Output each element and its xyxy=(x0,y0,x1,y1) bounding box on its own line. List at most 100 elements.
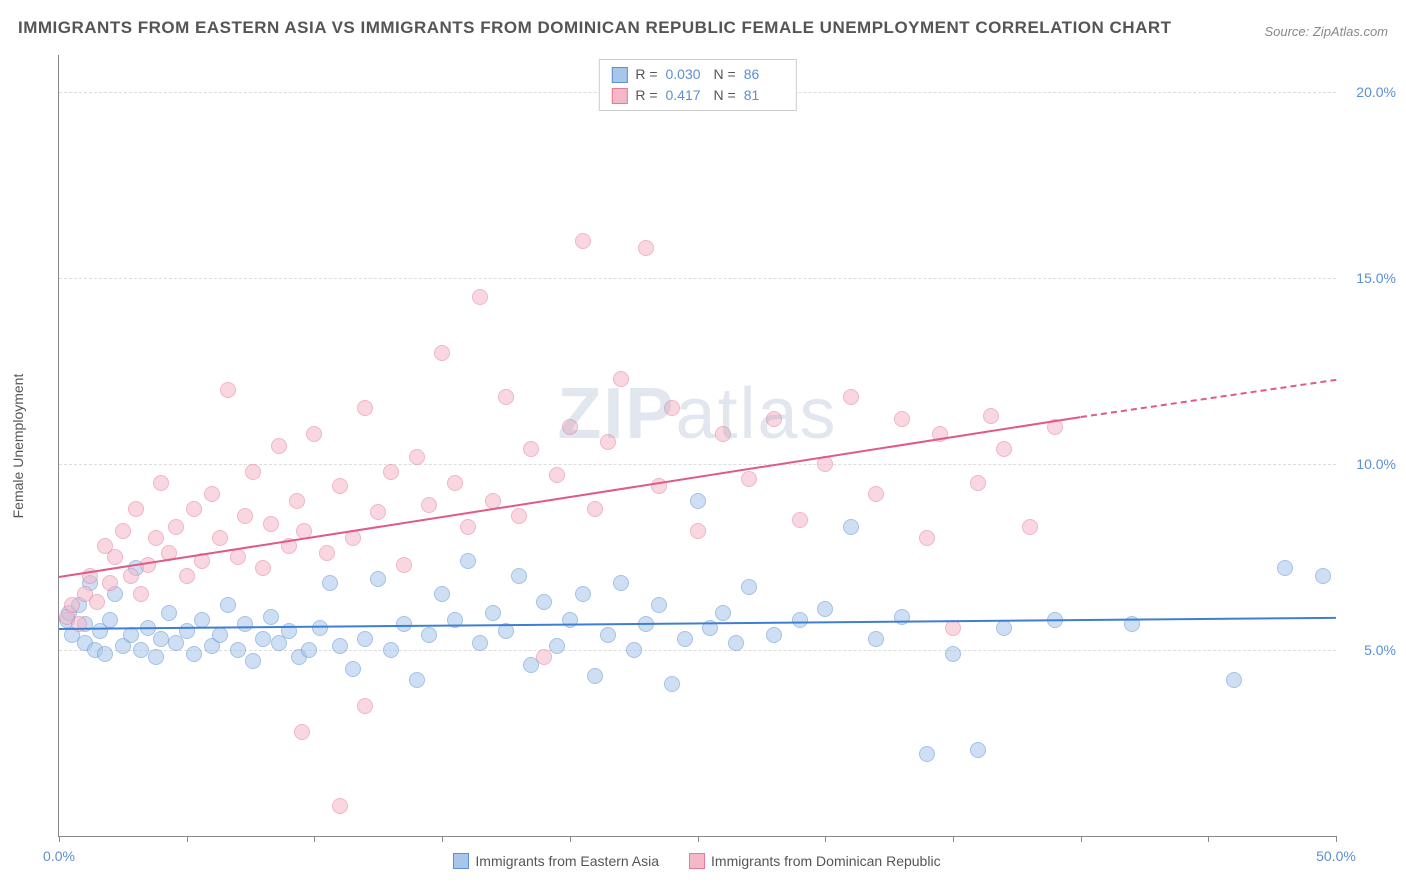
plot-area: ZIPatlas R =0.030N =86R =0.417N =81 5.0%… xyxy=(58,55,1336,837)
scatter-point xyxy=(148,530,164,546)
scatter-point xyxy=(536,594,552,610)
series-legend: Immigrants from Eastern AsiaImmigrants f… xyxy=(58,853,1336,869)
y-axis-label: Female Unemployment xyxy=(10,374,26,519)
scatter-point xyxy=(575,233,591,249)
legend-n-label: N = xyxy=(714,64,736,85)
scatter-point xyxy=(792,512,808,528)
scatter-point xyxy=(587,501,603,517)
scatter-point xyxy=(421,497,437,513)
scatter-point xyxy=(148,649,164,665)
scatter-point xyxy=(766,411,782,427)
y-tick-label: 5.0% xyxy=(1341,642,1396,658)
scatter-point xyxy=(715,605,731,621)
scatter-point xyxy=(409,449,425,465)
scatter-point xyxy=(843,389,859,405)
x-tick xyxy=(825,836,826,842)
legend-label: Immigrants from Eastern Asia xyxy=(475,853,659,869)
scatter-point xyxy=(575,586,591,602)
legend-swatch xyxy=(453,853,469,869)
scatter-point xyxy=(728,635,744,651)
scatter-point xyxy=(220,597,236,613)
legend-item: Immigrants from Eastern Asia xyxy=(453,853,659,869)
scatter-point xyxy=(115,523,131,539)
scatter-point xyxy=(421,627,437,643)
scatter-point xyxy=(161,605,177,621)
scatter-point xyxy=(370,504,386,520)
scatter-point xyxy=(677,631,693,647)
scatter-point xyxy=(383,464,399,480)
y-tick-label: 20.0% xyxy=(1341,84,1396,100)
scatter-point xyxy=(600,627,616,643)
scatter-point xyxy=(460,553,476,569)
scatter-point xyxy=(741,579,757,595)
scatter-point xyxy=(613,575,629,591)
scatter-point xyxy=(434,345,450,361)
scatter-point xyxy=(107,549,123,565)
x-tick xyxy=(314,836,315,842)
scatter-point xyxy=(1226,672,1242,688)
scatter-point xyxy=(255,560,271,576)
legend-n-label: N = xyxy=(714,85,736,106)
scatter-point xyxy=(996,441,1012,457)
scatter-point xyxy=(868,486,884,502)
scatter-point xyxy=(102,575,118,591)
scatter-point xyxy=(651,597,667,613)
x-tick xyxy=(1208,836,1209,842)
scatter-point xyxy=(626,642,642,658)
scatter-point xyxy=(970,475,986,491)
scatter-point xyxy=(186,646,202,662)
scatter-point xyxy=(1022,519,1038,535)
scatter-point xyxy=(102,612,118,628)
scatter-point xyxy=(271,438,287,454)
scatter-point xyxy=(741,471,757,487)
chart-title: IMMIGRANTS FROM EASTERN ASIA VS IMMIGRAN… xyxy=(18,18,1172,38)
scatter-point xyxy=(245,464,261,480)
scatter-point xyxy=(64,597,80,613)
scatter-point xyxy=(472,635,488,651)
legend-swatch xyxy=(611,88,627,104)
scatter-point xyxy=(1277,560,1293,576)
scatter-point xyxy=(587,668,603,684)
scatter-point xyxy=(549,638,565,654)
x-tick xyxy=(570,836,571,842)
scatter-point xyxy=(133,642,149,658)
legend-swatch xyxy=(689,853,705,869)
scatter-point xyxy=(485,605,501,621)
scatter-point xyxy=(263,516,279,532)
scatter-point xyxy=(204,486,220,502)
legend-row: R =0.030N =86 xyxy=(611,64,783,85)
scatter-point xyxy=(306,426,322,442)
scatter-point xyxy=(638,240,654,256)
scatter-point xyxy=(319,545,335,561)
legend-r-value: 0.030 xyxy=(666,64,706,85)
legend-row: R =0.417N =81 xyxy=(611,85,783,106)
x-tick xyxy=(1081,836,1082,842)
scatter-point xyxy=(212,627,228,643)
scatter-point xyxy=(179,568,195,584)
scatter-point xyxy=(332,798,348,814)
scatter-point xyxy=(498,389,514,405)
scatter-point xyxy=(255,631,271,647)
scatter-point xyxy=(715,426,731,442)
scatter-point xyxy=(332,638,348,654)
scatter-point xyxy=(294,724,310,740)
scatter-point xyxy=(396,557,412,573)
scatter-point xyxy=(370,571,386,587)
scatter-point xyxy=(301,642,317,658)
scatter-point xyxy=(357,400,373,416)
scatter-point xyxy=(123,627,139,643)
correlation-legend: R =0.030N =86R =0.417N =81 xyxy=(598,59,796,111)
scatter-point xyxy=(409,672,425,688)
watermark-bold: ZIP xyxy=(557,374,675,454)
legend-n-value: 81 xyxy=(744,85,784,106)
scatter-point xyxy=(123,568,139,584)
scatter-point xyxy=(434,586,450,602)
scatter-point xyxy=(133,586,149,602)
scatter-point xyxy=(237,616,253,632)
scatter-point xyxy=(817,601,833,617)
x-tick xyxy=(953,836,954,842)
scatter-point xyxy=(523,441,539,457)
scatter-point xyxy=(549,467,565,483)
scatter-point xyxy=(128,501,144,517)
scatter-point xyxy=(894,411,910,427)
